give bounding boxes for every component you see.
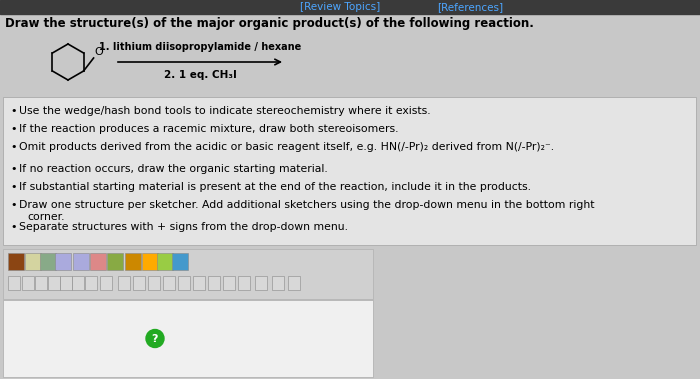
Bar [193,276,205,290]
Text: •: • [10,124,17,134]
Text: Use the wedge/hash bond tools to indicate stereochemistry where it exists.: Use the wedge/hash bond tools to indicat… [19,106,430,116]
Text: •: • [10,164,17,174]
Text: Draw one structure per sketcher. Add additional sketchers using the drop-down me: Draw one structure per sketcher. Add add… [19,200,594,210]
Bar [142,253,158,270]
Bar [40,253,56,270]
Bar [238,276,250,290]
Text: 2. 1 eq. CH₃I: 2. 1 eq. CH₃I [164,70,237,80]
Bar [223,276,235,290]
Bar [22,276,34,290]
Text: •: • [10,200,17,210]
Text: [References]: [References] [437,2,503,12]
Text: If no reaction occurs, draw the organic starting material.: If no reaction occurs, draw the organic … [19,164,328,174]
Bar [148,276,160,290]
Text: ?: ? [152,334,158,343]
Bar [8,253,24,270]
Text: If the reaction produces a racemic mixture, draw both stereoisomers.: If the reaction produces a racemic mixtu… [19,124,398,134]
Bar [178,276,190,290]
Bar [60,276,72,290]
Bar [107,253,123,270]
Bar [90,253,106,270]
Bar [133,276,145,290]
Bar [125,253,141,270]
Bar [35,276,47,290]
Text: •: • [10,182,17,192]
Bar [157,253,173,270]
Text: O: O [94,47,104,57]
Bar [172,253,188,270]
Bar [73,253,89,270]
Bar [163,276,175,290]
Text: If substantial starting material is present at the end of the reaction, include : If substantial starting material is pres… [19,182,531,192]
Bar [272,276,284,290]
Text: Separate structures with + signs from the drop-down menu.: Separate structures with + signs from th… [19,222,348,232]
Bar [0,0,700,14]
Bar [72,276,84,290]
Bar [55,253,71,270]
Bar [8,276,20,290]
Bar [100,276,112,290]
Bar [3,249,373,299]
Bar [118,276,130,290]
Text: •: • [10,142,17,152]
Text: [Review Topics]: [Review Topics] [300,2,380,12]
Bar [208,276,220,290]
Circle shape [146,329,164,348]
Text: Draw the structure(s) of the major organic product(s) of the following reaction.: Draw the structure(s) of the major organ… [5,17,534,30]
Bar [25,253,41,270]
Bar [48,276,60,290]
Bar [3,300,373,377]
Bar [85,276,97,290]
Text: •: • [10,106,17,116]
Text: •: • [10,222,17,232]
Bar [255,276,267,290]
Text: Omit products derived from the acidic or basic reagent itself, e.g. HN(∕-Pr)₂ de: Omit products derived from the acidic or… [19,142,554,152]
Bar [3,97,696,245]
Text: 1. lithium diisopropylamide / hexane: 1. lithium diisopropylamide / hexane [99,42,301,52]
Text: corner.: corner. [27,212,64,222]
Bar [288,276,300,290]
